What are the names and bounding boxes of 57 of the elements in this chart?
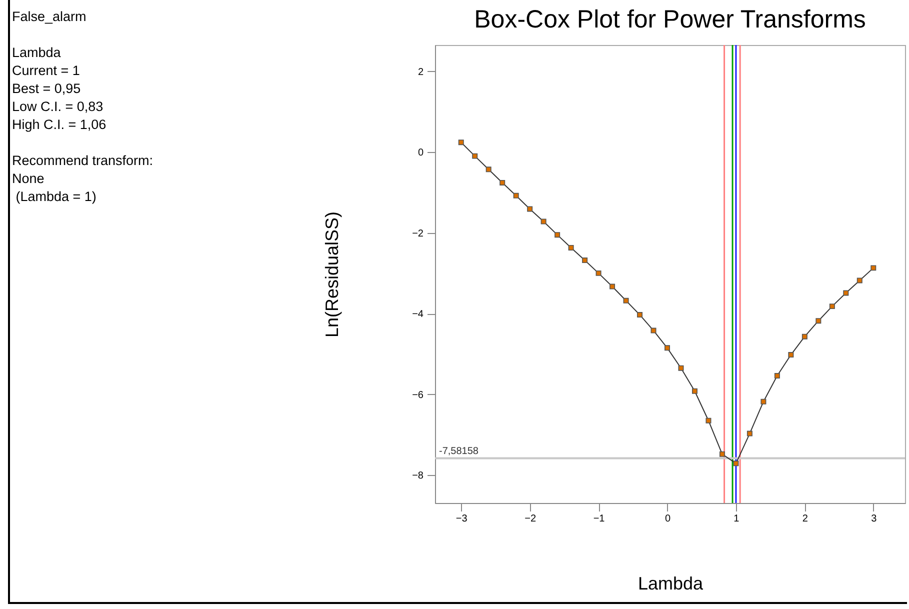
point (856, 278, 862, 284)
point (500, 180, 506, 186)
x-tick-label: −3 (456, 514, 468, 524)
x-tick-label: 1 (734, 514, 740, 524)
point (843, 290, 849, 296)
y-tick-label: −8 (412, 470, 424, 482)
point (554, 232, 560, 238)
point (692, 388, 698, 394)
point (486, 166, 492, 172)
y-tick-label: −6 (412, 390, 424, 401)
point (802, 334, 808, 340)
point (472, 153, 478, 159)
point (816, 318, 822, 324)
point (760, 398, 766, 404)
point (664, 345, 670, 351)
text: Recommend transform: (12, 152, 154, 170)
text: None (12, 170, 46, 188)
text: Best = 0,95 (12, 80, 82, 98)
point (623, 298, 629, 304)
point (610, 284, 616, 290)
text: (Lambda = 1) (14, 188, 98, 206)
point (568, 245, 574, 250)
point (458, 140, 464, 146)
x-tick-label: 2 (802, 514, 808, 524)
point (774, 373, 780, 379)
x-tick-label: −2 (524, 514, 536, 524)
point (637, 312, 643, 318)
point (719, 451, 725, 457)
point (513, 192, 519, 198)
point (540, 218, 546, 224)
ref-line-label: -7,58158 (439, 446, 479, 458)
x-tick-label: 0 (664, 514, 671, 524)
point (678, 365, 684, 371)
text: Current = 1 (12, 62, 81, 80)
point (870, 265, 876, 271)
point (829, 304, 835, 310)
x-tick-label: −1 (593, 514, 606, 524)
y-axis-title: Ln(ResidualSS) (322, 211, 342, 338)
y-tick-label: 0 (418, 148, 424, 159)
point (527, 206, 533, 212)
x-axis-title: Lambda (638, 574, 704, 594)
text: Low C.I. = 0,83 (12, 98, 104, 116)
x-tick-label: 3 (871, 514, 878, 524)
text: High C.I. = 1,06 (12, 116, 108, 134)
point (788, 352, 794, 358)
y-tick-label: −2 (412, 228, 424, 240)
point (582, 258, 588, 264)
y-tick-label: 2 (418, 66, 424, 78)
point (596, 270, 602, 276)
point (650, 328, 656, 334)
text: False_alarm (12, 8, 88, 26)
point (706, 418, 712, 424)
chart-title: Box-Cox Plot for Power Transforms (474, 5, 866, 34)
point (733, 460, 739, 466)
y-tick-label: −4 (412, 309, 424, 320)
point (746, 430, 752, 436)
text: Lambda (12, 44, 62, 62)
